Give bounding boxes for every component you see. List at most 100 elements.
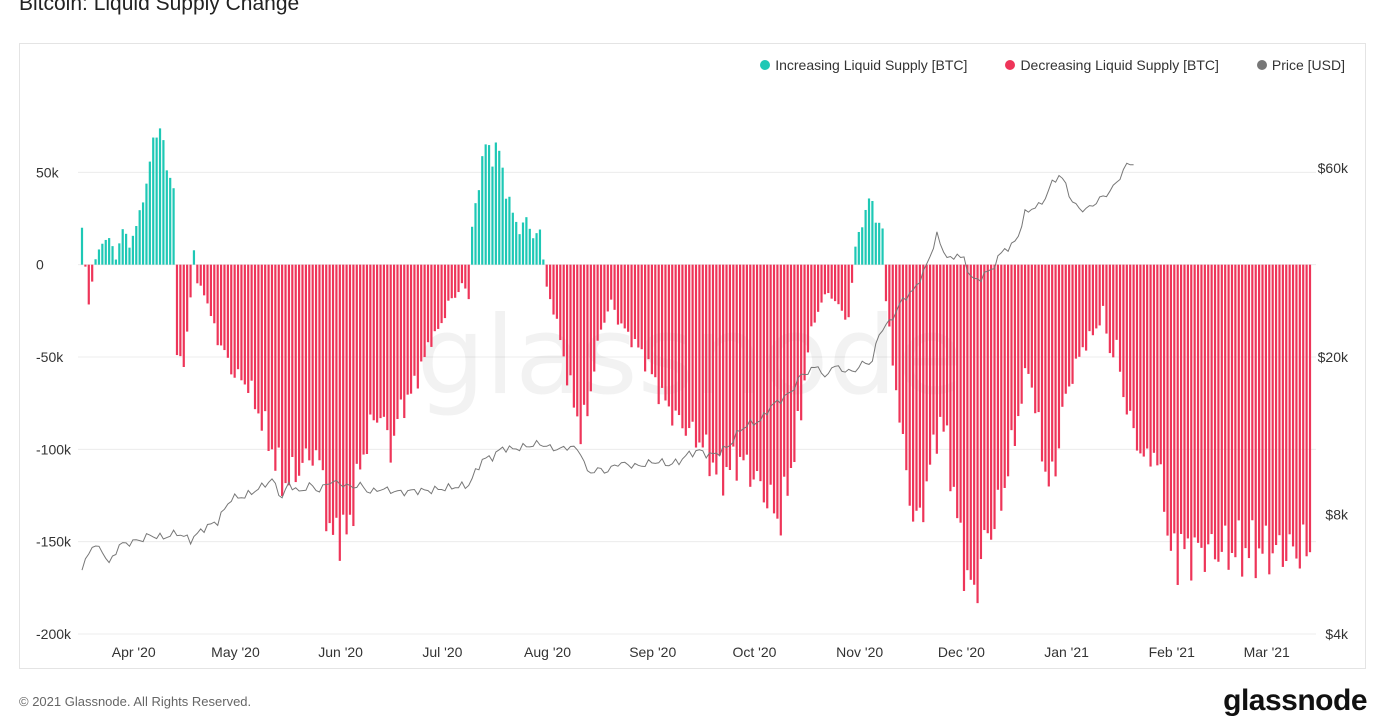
bar	[711, 264, 715, 463]
bar	[355, 264, 358, 464]
bar	[294, 264, 297, 483]
x-tick-label: Jun '20	[318, 644, 363, 660]
bar	[1271, 264, 1274, 554]
bar	[610, 264, 613, 300]
bar	[1166, 264, 1169, 536]
legend-item-decreasing[interactable]: Decreasing Liquid Supply [BTC]	[1005, 57, 1219, 73]
y-axis-left: 50k 0 -50k -100k -150k -200k	[36, 164, 72, 642]
x-tick-label: Mar '21	[1244, 644, 1290, 660]
bar	[949, 264, 952, 492]
bar	[1044, 264, 1047, 472]
bar	[1003, 264, 1006, 488]
bar	[403, 264, 406, 419]
bar	[606, 264, 609, 312]
bar	[752, 264, 755, 480]
bar	[694, 264, 698, 448]
bar	[677, 264, 681, 416]
bar	[538, 229, 542, 265]
bar	[966, 264, 969, 571]
bar	[918, 264, 921, 508]
bar	[155, 137, 158, 265]
bar	[925, 264, 928, 482]
bar	[660, 264, 664, 388]
bar	[1220, 264, 1223, 552]
bar	[647, 264, 650, 360]
bar	[654, 264, 657, 378]
price-line	[81, 162, 1134, 571]
bar	[423, 264, 426, 358]
bar	[270, 264, 274, 450]
x-tick-label: Oct '20	[733, 644, 777, 660]
bar	[956, 264, 959, 519]
bar	[1210, 264, 1213, 535]
bar	[932, 264, 935, 435]
bar	[847, 264, 850, 318]
y-left-tick-label: -100k	[36, 441, 72, 457]
bar	[735, 264, 738, 481]
bar	[1247, 264, 1251, 559]
bar	[511, 212, 514, 265]
bar	[311, 264, 314, 466]
x-tick-label: Sep '20	[629, 644, 676, 660]
y-left-tick-label: -150k	[36, 534, 72, 550]
bar	[145, 183, 148, 265]
bar	[87, 264, 90, 305]
bar	[454, 264, 457, 298]
bar	[874, 222, 877, 265]
bar	[521, 222, 525, 265]
bar	[392, 264, 396, 436]
bar	[376, 264, 379, 423]
bar	[878, 222, 881, 265]
bar	[596, 264, 599, 341]
x-tick-label: Nov '20	[836, 644, 883, 660]
bar	[169, 177, 172, 265]
bar	[793, 264, 796, 463]
bar	[857, 231, 860, 265]
y-left-tick-label: 0	[36, 257, 44, 273]
legend-item-increasing[interactable]: Increasing Liquid Supply [BTC]	[760, 57, 967, 73]
bar	[518, 234, 521, 265]
bar	[776, 264, 779, 519]
bar	[1213, 264, 1217, 560]
bar	[389, 264, 392, 463]
bar	[328, 264, 331, 524]
bar	[715, 264, 718, 475]
bar	[1224, 264, 1227, 526]
bar	[481, 156, 484, 265]
x-tick-label: Dec '20	[938, 644, 985, 660]
bar	[219, 264, 223, 346]
bar	[1173, 264, 1176, 534]
bar	[399, 264, 402, 400]
bar	[267, 264, 270, 451]
bar	[162, 140, 165, 265]
bar	[199, 264, 202, 286]
bar	[1152, 264, 1156, 453]
bar	[1264, 264, 1268, 526]
bar	[338, 264, 341, 561]
x-tick-label: Jan '21	[1044, 644, 1089, 660]
bar	[827, 264, 830, 294]
bar	[1085, 264, 1088, 351]
bar	[396, 264, 399, 419]
y-left-tick-label: -50k	[36, 349, 64, 365]
bar	[186, 264, 189, 332]
bar	[983, 264, 986, 531]
bar	[650, 264, 654, 375]
bar	[1115, 264, 1118, 340]
bar	[996, 264, 1000, 490]
legend-item-price[interactable]: Price [USD]	[1256, 57, 1345, 73]
bar	[806, 264, 810, 353]
bar	[409, 264, 413, 394]
bar	[189, 264, 192, 298]
bar	[708, 264, 711, 477]
bar	[1149, 264, 1152, 467]
bar	[861, 227, 864, 265]
bar	[304, 264, 307, 449]
bar	[108, 238, 111, 265]
bar	[772, 264, 776, 514]
bar	[138, 210, 141, 265]
bar	[148, 161, 151, 265]
bar	[789, 264, 793, 468]
bar	[810, 264, 813, 327]
